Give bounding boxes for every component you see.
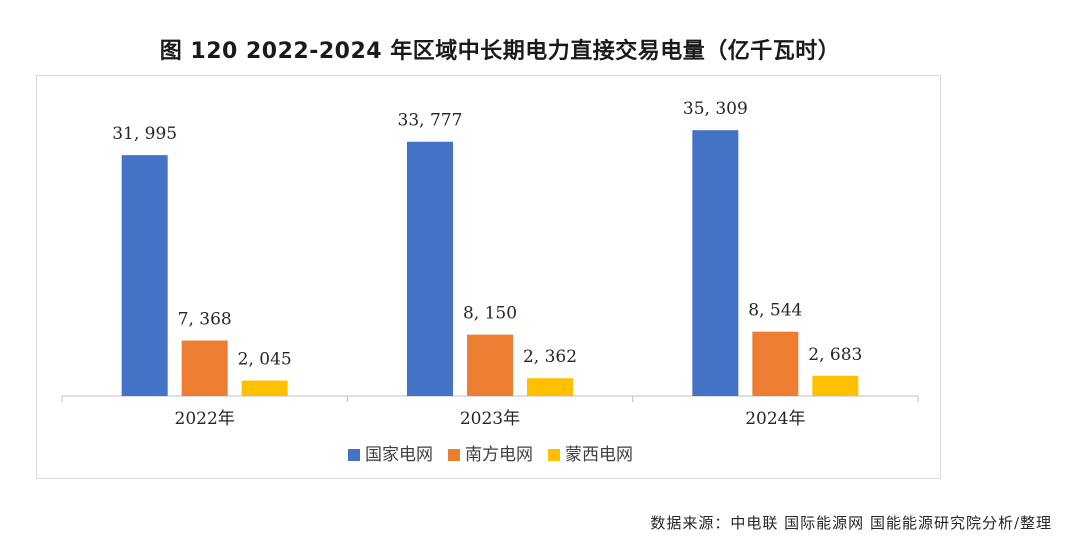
- source-note: 数据来源：中电联 国际能源网 国能能源研究院分析/整理: [650, 514, 1052, 532]
- bar-value-label: 33, 777: [398, 111, 463, 131]
- bar-value-label: 8, 544: [748, 301, 802, 321]
- bar-value-label: 2, 683: [808, 345, 862, 365]
- chart-frame: [36, 75, 941, 479]
- bar: [181, 340, 228, 396]
- category-label: 2023年: [460, 409, 520, 429]
- bar-value-label: 2, 045: [238, 350, 292, 370]
- bar: [692, 130, 739, 396]
- legend: 国家电网 南方电网 蒙西电网: [348, 445, 633, 465]
- bar-value-label: 31, 995: [112, 124, 177, 144]
- bar: [241, 380, 288, 396]
- bars-group: [121, 130, 859, 396]
- legend-label: 国家电网: [365, 445, 433, 465]
- legend-swatch: [548, 449, 560, 461]
- bar: [407, 141, 453, 396]
- legend-swatch: [448, 449, 460, 461]
- legend-item: 国家电网: [348, 445, 433, 465]
- category-label: 2024年: [745, 409, 805, 429]
- legend-item: 蒙西电网: [548, 445, 633, 465]
- legend-swatch: [348, 449, 360, 461]
- category-label: 2022年: [175, 409, 235, 429]
- bar: [121, 155, 168, 396]
- legend-item: 南方电网: [448, 445, 533, 465]
- bar-value-label: 35, 309: [683, 99, 748, 119]
- bar-value-label: 8, 150: [463, 304, 517, 324]
- bar-value-label: 7, 368: [178, 310, 232, 330]
- category-labels-group: 2022年 2023年 2024年: [175, 409, 806, 429]
- chart-title: 图 120 2022-2024 年区域中长期电力直接交易电量（亿千瓦时）: [159, 39, 841, 64]
- bar: [812, 375, 859, 396]
- legend-label: 南方电网: [465, 445, 533, 465]
- data-labels-group: 31, 995 7, 368 2, 045 33, 777 8, 150 2, 362 35…: [112, 99, 862, 369]
- bar: [752, 331, 799, 396]
- bar: [527, 378, 573, 396]
- bar-value-label: 2, 362: [523, 347, 577, 367]
- legend-label: 蒙西电网: [565, 445, 633, 465]
- x-axis-ticks: [61, 396, 919, 402]
- bar: [467, 334, 513, 396]
